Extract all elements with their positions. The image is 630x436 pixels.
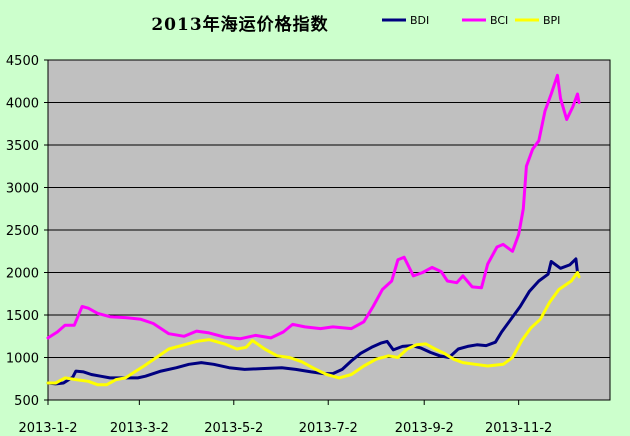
y-tick-label: 1000 <box>6 352 39 367</box>
x-tick-label: 2013-3-2 <box>110 421 169 436</box>
x-axis-ticks: 2013-1-2 2013-3-2 2013-5-2 2013-7-2 2013-9-2… <box>18 400 552 436</box>
y-tick-label: 3500 <box>6 139 39 154</box>
legend-label-bci: BCI <box>490 14 508 27</box>
y-tick-label: 3000 <box>6 182 39 197</box>
y-tick-label: 4000 <box>6 97 39 112</box>
y-tick-label: 4500 <box>6 54 39 69</box>
series-line-bpi <box>46 271 581 387</box>
series-line-bci <box>46 73 581 341</box>
chart-legend: BDI BCI BPI <box>382 14 560 27</box>
x-tick-label: 2013-9-2 <box>395 421 454 436</box>
legend-label-bdi: BDI <box>410 14 429 27</box>
y-tick-label: 2000 <box>6 267 39 282</box>
series-lines <box>46 73 581 387</box>
y-tick-label: 2500 <box>6 224 39 239</box>
gridlines <box>48 102 610 358</box>
x-tick-label: 2013-1-2 <box>18 421 77 436</box>
x-tick-label: 2013-11-2 <box>485 421 552 436</box>
y-tick-label: 1500 <box>6 309 39 324</box>
x-tick-label: 2013-5-2 <box>204 421 263 436</box>
y-tick-label: 500 <box>14 394 39 409</box>
x-tick-label: 2013-7-2 <box>299 421 358 436</box>
legend-label-bpi: BPI <box>543 14 560 27</box>
y-axis-ticks: 500 1000 1500 2000 2500 3000 3500 4000 4500 <box>6 54 48 409</box>
chart-title: 2013年海运价格指数 <box>151 14 328 35</box>
